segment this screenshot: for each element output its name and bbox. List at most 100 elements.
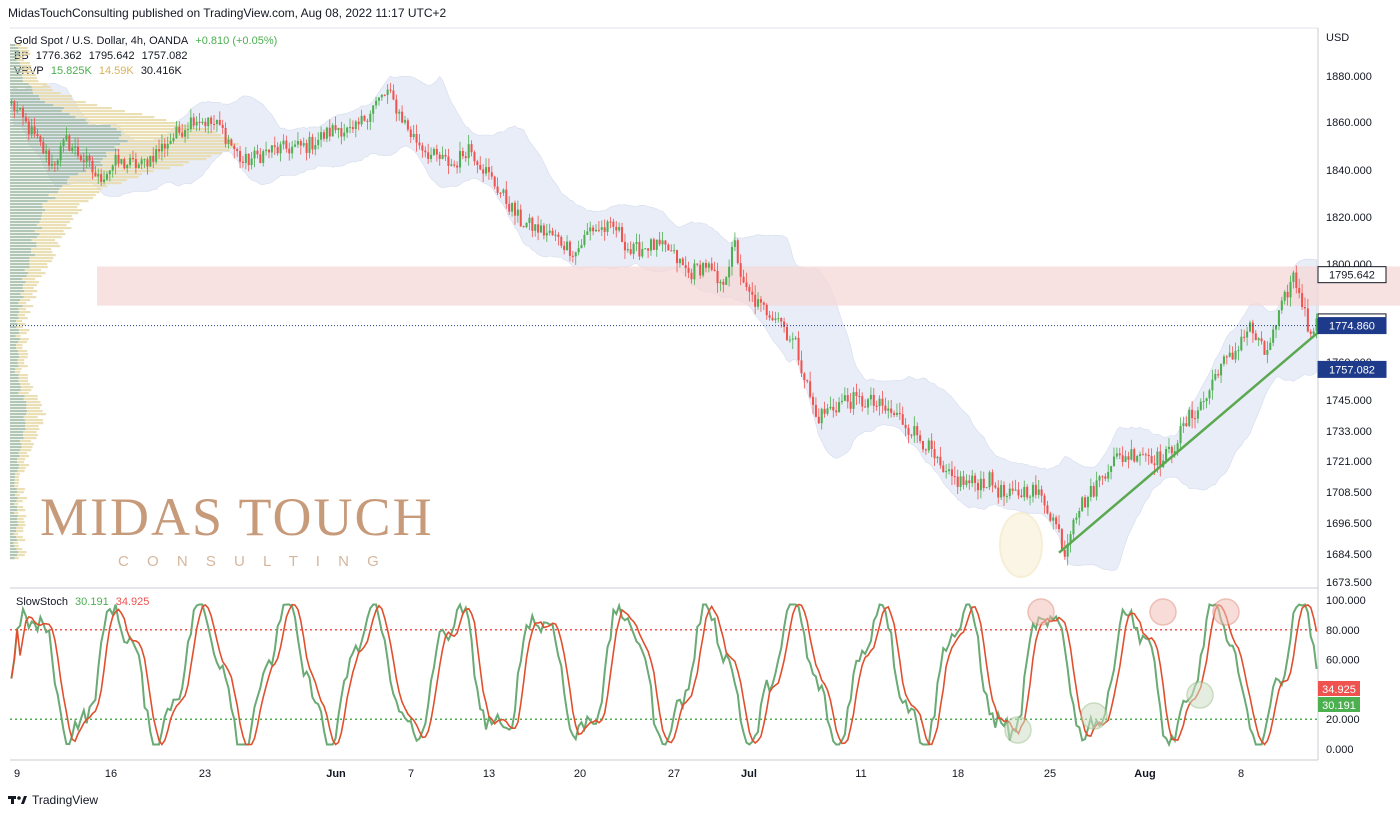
candle-body: [224, 127, 227, 144]
candle-body: [308, 136, 311, 153]
candle-body: [210, 117, 213, 124]
candle-body: [936, 456, 939, 459]
candle-body: [56, 160, 59, 165]
candle-body: [898, 412, 901, 415]
candle-body: [1136, 456, 1139, 462]
stoch-title: SlowStoch: [16, 596, 68, 608]
volume-profile-bar: [20, 386, 34, 389]
candle-body: [1231, 352, 1234, 360]
candle-body: [65, 135, 68, 140]
volume-profile-bar: [24, 419, 43, 422]
volume-profile-bar: [10, 389, 21, 392]
candle-body: [968, 480, 971, 484]
candle-body: [1052, 517, 1055, 521]
volume-profile-bar: [10, 194, 49, 197]
volume-profile-bar: [10, 209, 45, 212]
candle-body: [244, 153, 247, 164]
volume-profile-bar: [20, 293, 33, 296]
volume-profile-bar: [10, 254, 35, 257]
candle-body: [409, 129, 412, 138]
candle-body: [24, 117, 27, 122]
candle-body: [777, 318, 780, 320]
candle-body: [279, 144, 282, 154]
candle-body: [592, 227, 595, 232]
volume-profile-bar: [23, 284, 37, 287]
footer-brand[interactable]: TradingView: [8, 793, 98, 807]
candle-body: [890, 408, 893, 413]
candle-body: [375, 100, 378, 106]
volume-profile-bar: [10, 401, 27, 404]
candle-body: [997, 487, 1000, 498]
candle-body: [1205, 398, 1208, 402]
stoch-d-value: 34.925: [115, 596, 150, 608]
volume-profile-bar: [69, 113, 143, 116]
volume-profile-bar: [87, 122, 178, 125]
volume-profile-bar: [10, 80, 23, 83]
candle-body: [1243, 336, 1246, 338]
candle-body: [427, 152, 430, 159]
watermark-title: MIDAS TOUCH: [40, 487, 434, 547]
volume-profile-bar: [24, 269, 41, 272]
volume-profile-bar: [17, 554, 25, 557]
candle-body: [962, 476, 965, 485]
volume-profile-bar: [10, 74, 22, 77]
stoch-highlight-circle: [1004, 716, 1032, 744]
volume-profile-bar: [10, 68, 22, 71]
candle-body: [574, 252, 577, 257]
volume-profile-bar: [34, 230, 64, 233]
volume-profile-bar: [36, 224, 67, 227]
candle-body: [227, 139, 230, 144]
candle-body: [418, 142, 421, 146]
candle-body: [372, 105, 375, 114]
candle-body: [1112, 456, 1115, 467]
volume-profile-bar: [10, 266, 30, 269]
stoch-legend[interactable]: SlowStoch 30.191 34.925: [16, 596, 153, 608]
candle-body: [1115, 453, 1118, 457]
candle-body: [910, 434, 913, 436]
candle-body: [788, 339, 791, 341]
symbol-legend[interactable]: Gold Spot / U.S. Dollar, 4h, OANDA +0.81…: [14, 34, 281, 48]
trend-line: [1058, 319, 1334, 554]
volume-profile-bar: [10, 119, 86, 122]
candle-body: [401, 111, 404, 123]
vrvp-up: 15.825K: [50, 65, 92, 77]
candle-body: [1072, 519, 1075, 535]
volume-profile-bar: [17, 518, 24, 521]
volume-profile-bar: [10, 515, 18, 518]
candle-body: [27, 121, 30, 135]
volume-profile-bar: [17, 461, 25, 464]
candle-body: [861, 396, 864, 407]
candle-body: [42, 141, 45, 154]
candle-body: [291, 146, 294, 154]
candle-body: [603, 227, 606, 232]
candle-body: [609, 221, 612, 223]
candle-body: [875, 405, 878, 407]
candle-body: [1110, 466, 1113, 472]
candle-body: [644, 248, 647, 250]
time-tick-label: 8: [1238, 768, 1244, 780]
candle-body: [85, 155, 88, 162]
volume-profile-bar: [10, 509, 18, 512]
candle-body: [974, 475, 977, 484]
candle-body: [519, 209, 522, 227]
candle-body: [676, 250, 679, 264]
candle-body: [276, 146, 279, 154]
candle-body: [1057, 524, 1061, 530]
volume-profile-bar: [10, 365, 19, 368]
volume-profile: [10, 44, 239, 560]
candle-body: [146, 159, 149, 167]
volume-profile-bar: [14, 476, 19, 479]
candle-body: [198, 121, 201, 124]
volume-profile-bar: [21, 446, 33, 449]
candle-body: [247, 153, 250, 166]
volume-profile-bar: [10, 374, 19, 377]
volume-profile-bar: [10, 539, 17, 542]
volume-profile-bar: [10, 122, 88, 125]
volume-profile-bar: [28, 83, 48, 86]
candle-body: [554, 234, 557, 236]
candle-body: [467, 144, 470, 159]
volume-profile-bar: [10, 452, 19, 455]
candle-body: [840, 400, 843, 403]
stoch-tick-label: 0.000: [1326, 744, 1354, 756]
